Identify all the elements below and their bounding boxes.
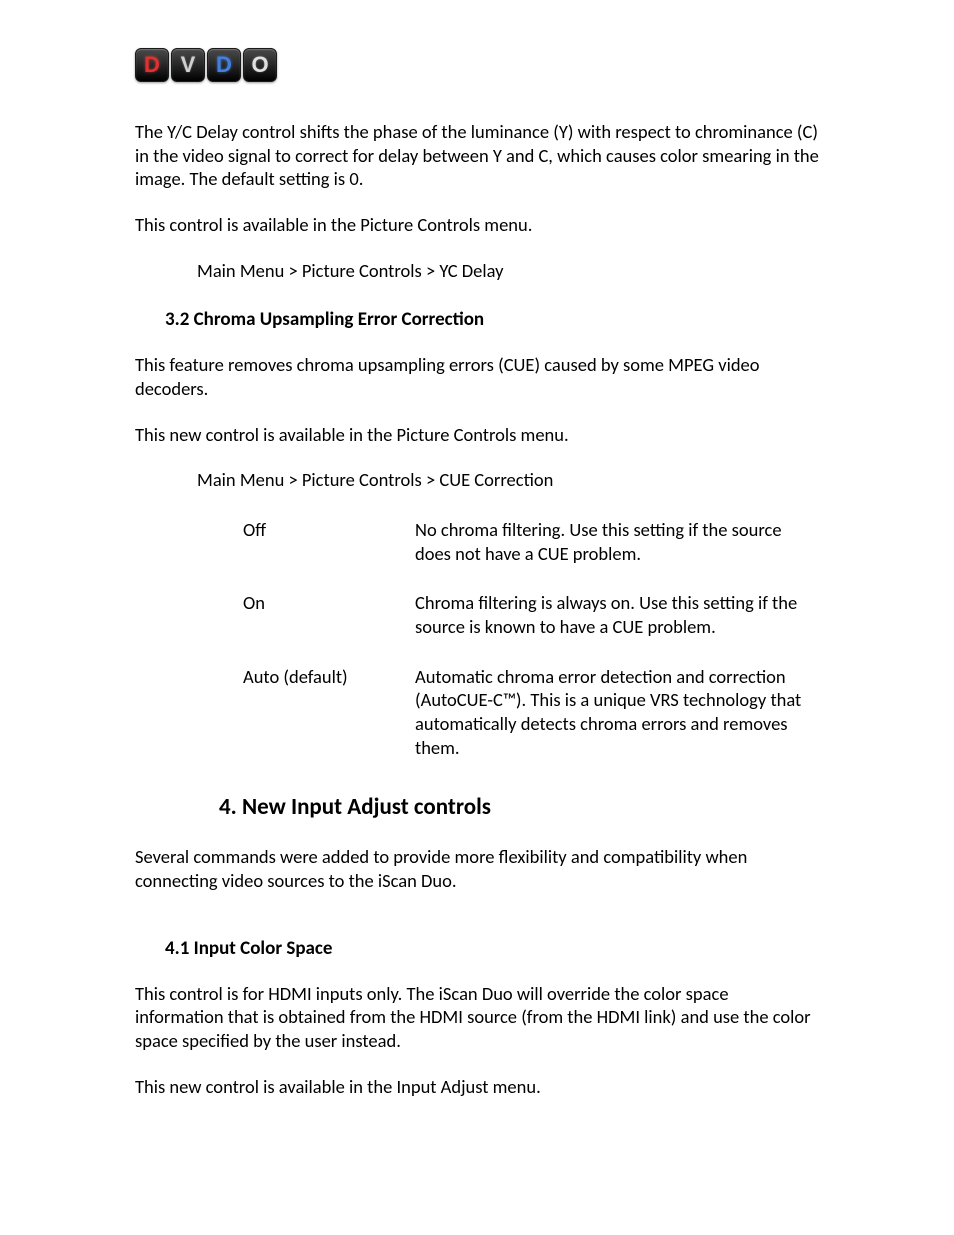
input-color-space-description: This control is for HDMI inputs only. Th… xyxy=(135,982,819,1053)
input-color-space-availability: This new control is available in the Inp… xyxy=(135,1075,819,1099)
option-label-off: Off xyxy=(243,518,415,565)
option-label-auto: Auto (default) xyxy=(243,665,415,760)
logo-letter-d1: D xyxy=(135,48,169,82)
yc-delay-description: The Y/C Delay control shifts the phase o… xyxy=(135,120,819,191)
logo-letter-v: V xyxy=(171,48,205,82)
cue-availability: This new control is available in the Pic… xyxy=(135,423,819,447)
option-row: Auto (default) Automatic chroma error de… xyxy=(243,665,819,760)
logo-letter-o: O xyxy=(243,48,277,82)
option-row: Off No chroma filtering. Use this settin… xyxy=(243,518,819,565)
heading-4: 4. New Input Adjust controls xyxy=(219,793,819,821)
heading-4-1: 4.1 Input Color Space xyxy=(165,937,819,960)
option-desc-off: No chroma filtering. Use this setting if… xyxy=(415,518,819,565)
option-desc-auto: Automatic chroma error detection and cor… xyxy=(415,665,819,760)
option-desc-on: Chroma filtering is always on. Use this … xyxy=(415,591,819,638)
option-row: On Chroma filtering is always on. Use th… xyxy=(243,591,819,638)
input-adjust-description: Several commands were added to provide m… xyxy=(135,845,819,892)
cue-description: This feature removes chroma upsampling e… xyxy=(135,353,819,400)
cue-options-table: Off No chroma filtering. Use this settin… xyxy=(243,518,819,759)
logo-letter-d2: D xyxy=(207,48,241,82)
document-page: D V D O The Y/C Delay control shifts the… xyxy=(0,0,954,1180)
dvdo-logo: D V D O xyxy=(135,48,819,82)
yc-delay-menu-path: Main Menu > Picture Controls > YC Delay xyxy=(197,259,819,283)
heading-3-2: 3.2 Chroma Upsampling Error Correction xyxy=(165,308,819,331)
cue-menu-path: Main Menu > Picture Controls > CUE Corre… xyxy=(197,468,819,492)
option-label-on: On xyxy=(243,591,415,638)
yc-delay-availability: This control is available in the Picture… xyxy=(135,213,819,237)
